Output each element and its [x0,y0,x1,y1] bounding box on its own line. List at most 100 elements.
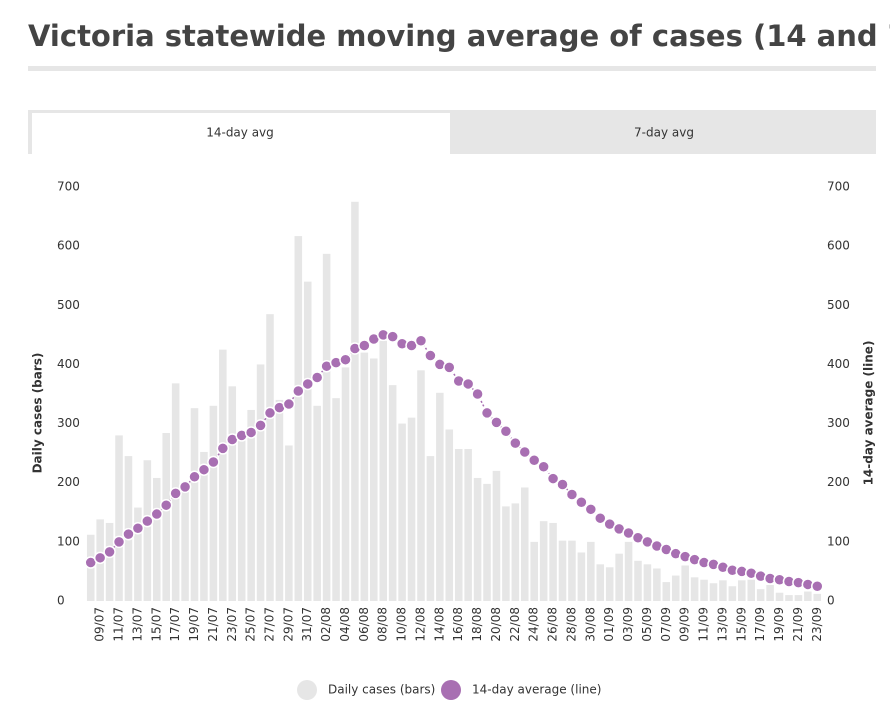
line-point [594,511,607,525]
y-tick-label: 600 [57,239,80,253]
x-tick-label: 28/08 [564,607,578,642]
bar [530,541,538,601]
bar [549,522,557,601]
bar [162,433,170,601]
line-point [414,334,428,348]
x-tick-label: 25/07 [244,607,258,642]
bar [181,488,189,601]
x-tick-label: 18/08 [470,607,484,642]
line-point [480,406,494,420]
line-point [141,514,154,528]
bar [388,385,397,601]
bar [671,575,680,601]
bar [464,449,472,601]
bar [690,577,699,601]
line-point [386,330,399,343]
tab-label[interactable]: 7-day avg [634,126,694,140]
line-point [159,498,173,512]
bar [275,399,284,601]
bar [756,589,765,601]
bar [624,541,633,601]
legend-swatch [297,680,317,700]
bar [568,540,576,601]
x-tick-label: 16/08 [451,607,465,642]
bar [766,585,774,601]
bar [785,595,793,601]
x-tick-label: 10/08 [395,607,409,642]
line-point [499,425,513,438]
y-tick-label: 200 [57,475,80,489]
bar [662,582,671,601]
x-tick-label: 15/07 [149,607,163,642]
y-tick-label: 0 [57,594,65,608]
x-tick-label: 02/08 [319,607,333,642]
y2-tick-label: 200 [827,475,850,489]
bar [719,580,727,601]
line-point [292,384,305,398]
x-tick-label: 03/09 [621,607,635,642]
y2-tick-label: 100 [827,534,850,548]
line-point [122,527,135,541]
bar [634,560,642,601]
bar [454,449,463,601]
bar [700,579,708,601]
y-tick-label: 400 [57,357,80,371]
line-point [207,455,220,469]
x-tick-label: 31/07 [300,607,314,642]
line-point [518,445,532,459]
bar [596,564,605,601]
x-tick-label: 23/07 [225,607,239,642]
bar [794,595,803,601]
bar [200,451,208,601]
line-point [216,442,230,455]
line-point [178,480,192,494]
line-point [546,472,560,485]
bar [266,314,274,601]
line-point [263,406,277,420]
x-tick-label: 29/07 [281,607,295,642]
y-tick-label: 100 [57,534,80,548]
legend-label: 14-day average (line) [472,683,601,697]
tab-active[interactable] [32,113,450,154]
x-tick-label: 17/09 [753,607,767,642]
line-point [471,387,484,401]
line-point [565,488,579,501]
y2-axis-title: 14-day average (line) [862,341,876,486]
y2-tick-label: 500 [827,298,850,312]
x-tick-label: 07/09 [659,607,673,642]
y2-tick-label: 700 [827,180,850,194]
x-tick-label: 22/08 [508,607,522,642]
line-point [443,361,456,374]
bar [615,553,623,601]
x-tick-label: 23/09 [810,607,824,642]
line-point [424,349,437,362]
legend-swatch [441,680,461,700]
line-point [301,377,314,391]
bar [653,568,661,601]
bar [728,586,737,601]
x-tick-label: 12/08 [413,607,427,642]
x-tick-label: 09/09 [678,607,692,642]
bar [605,567,614,601]
line-point [93,551,107,565]
bar [473,477,482,601]
line-point [254,419,267,432]
bar [709,583,718,601]
bar [143,460,152,601]
x-tick-label: 14/08 [432,607,446,642]
bar [426,456,435,601]
bar [370,358,378,601]
line-point [197,463,211,476]
bar [681,565,689,601]
x-tick-label: 11/07 [112,607,126,642]
bar [407,417,416,601]
x-tick-label: 13/09 [715,607,729,642]
line-point [584,503,598,516]
bar [445,429,454,601]
bar [804,591,812,601]
tab-label[interactable]: 14-day avg [206,126,274,140]
bar [379,340,388,601]
bar [322,253,331,601]
y-axis-title: Daily cases (bars) [31,353,45,474]
x-tick-label: 26/08 [546,607,560,642]
